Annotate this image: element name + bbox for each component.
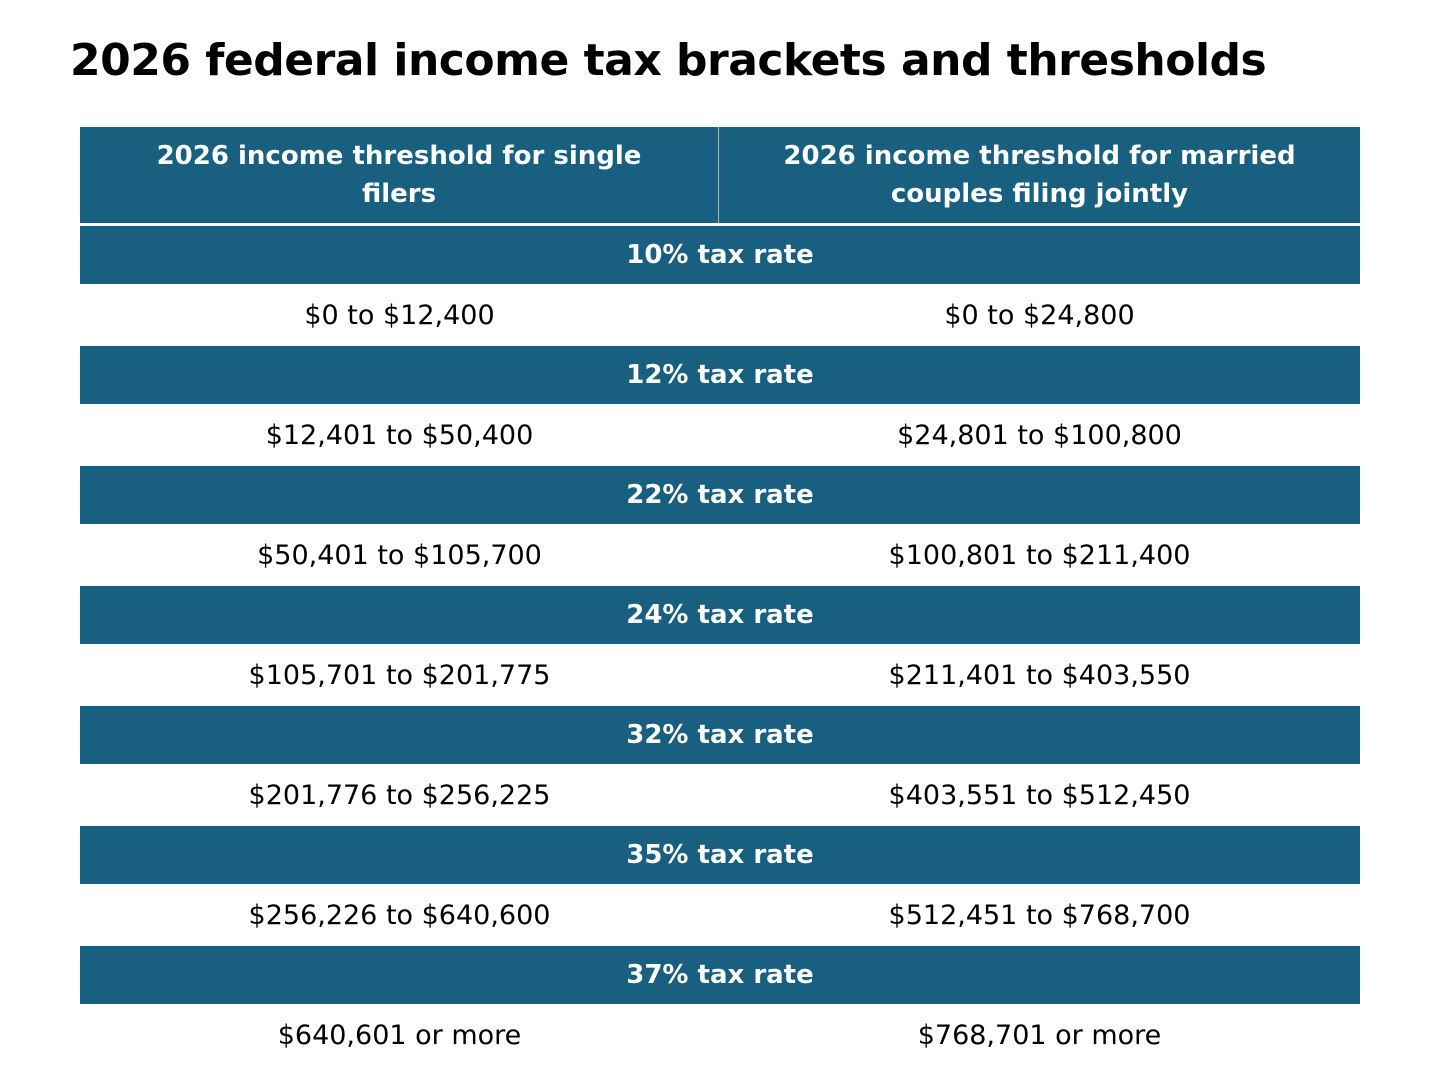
single-threshold: $201,776 to $256,225 (248, 779, 551, 811)
rate-row: 32% tax rate (80, 706, 1360, 764)
bracket-22: 22% tax rate $50,401 to $105,700 $100,80… (80, 466, 1360, 586)
table-row: $50,401 to $105,700 $100,801 to $211,400 (80, 524, 1360, 586)
bracket-10: 10% tax rate $0 to $12,400 $0 to $24,800 (80, 226, 1360, 346)
single-threshold: $0 to $12,400 (304, 299, 495, 331)
married-threshold: $211,401 to $403,550 (888, 659, 1191, 691)
table-row: $105,701 to $201,775 $211,401 to $403,55… (80, 644, 1360, 706)
married-threshold: $768,701 or more (917, 1019, 1162, 1051)
rate-row: 10% tax rate (80, 226, 1360, 284)
table-header-row: 2026 income threshold for single filers … (80, 127, 1360, 223)
table-row: $201,776 to $256,225 $403,551 to $512,45… (80, 764, 1360, 826)
page-title: 2026 federal income tax brackets and thr… (70, 35, 1267, 86)
bracket-12: 12% tax rate $12,401 to $50,400 $24,801 … (80, 346, 1360, 466)
bracket-24: 24% tax rate $105,701 to $201,775 $211,4… (80, 586, 1360, 706)
table-row: $640,601 or more $768,701 or more (80, 1004, 1360, 1066)
table-row: $256,226 to $640,600 $512,451 to $768,70… (80, 884, 1360, 946)
bracket-32: 32% tax rate $201,776 to $256,225 $403,5… (80, 706, 1360, 826)
single-threshold: $50,401 to $105,700 (257, 539, 542, 571)
married-threshold: $512,451 to $768,700 (888, 899, 1191, 931)
single-threshold: $12,401 to $50,400 (265, 419, 534, 451)
header-single-filers: 2026 income threshold for single filers (80, 127, 719, 223)
rate-row: 12% tax rate (80, 346, 1360, 404)
single-threshold: $256,226 to $640,600 (248, 899, 551, 931)
bracket-35: 35% tax rate $256,226 to $640,600 $512,4… (80, 826, 1360, 946)
table-row: $0 to $12,400 $0 to $24,800 (80, 284, 1360, 346)
married-threshold: $0 to $24,800 (944, 299, 1135, 331)
rate-row: 24% tax rate (80, 586, 1360, 644)
rate-row: 22% tax rate (80, 466, 1360, 524)
rate-row: 35% tax rate (80, 826, 1360, 884)
married-threshold: $24,801 to $100,800 (897, 419, 1182, 451)
married-threshold: $403,551 to $512,450 (888, 779, 1191, 811)
header-married-filing-jointly: 2026 income threshold for married couple… (783, 141, 1296, 209)
single-threshold: $640,601 or more (277, 1019, 522, 1051)
header-divider (80, 223, 1360, 226)
tax-bracket-table: 2026 income threshold for single filers … (80, 127, 1360, 1066)
bracket-37: 37% tax rate $640,601 or more $768,701 o… (80, 946, 1360, 1066)
table-row: $12,401 to $50,400 $24,801 to $100,800 (80, 404, 1360, 466)
single-threshold: $105,701 to $201,775 (248, 659, 551, 691)
married-threshold: $100,801 to $211,400 (888, 539, 1191, 571)
rate-row: 37% tax rate (80, 946, 1360, 1004)
